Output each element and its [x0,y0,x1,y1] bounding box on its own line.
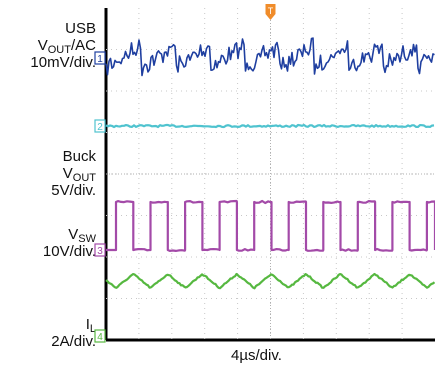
trace-ch4 [105,272,435,290]
channel-markers: 1 2 3 4 T [94,4,276,343]
vsw-label: VSW 10V/div. [43,226,96,260]
channel-marker-3: 3 [94,243,106,257]
trigger-marker-label: T [268,6,274,16]
trace-ch3 [106,199,435,252]
channel-marker-label: 3 [97,246,103,257]
vsw-label-line1: VSW [68,226,96,245]
trace-ch1 [105,37,435,77]
buck-vout-label: Buck VOUT 5V/div. [51,148,96,199]
trigger-marker: T [265,4,276,20]
usb-vout-label: USB VOUT/AC 10mV/div. [30,20,96,71]
channel-marker-1: 1 [94,51,106,65]
scope-grid [104,8,435,342]
channel-marker-label: 2 [97,122,103,133]
channel-marker-2: 2 [94,119,106,133]
il-label: IL 2A/div. [51,316,96,350]
trace-ch2 [105,123,435,129]
usb-label-line2: VOUT/AC [37,37,96,56]
usb-label-line1: USB [65,20,96,37]
vsw-scale-label: 10V/div. [42,243,96,260]
scope-traces [105,37,435,290]
buck-scale-label: 5V/div. [51,182,96,199]
il-label-line1: IL [85,316,96,335]
il-scale-label: 2A/div. [51,333,96,350]
buck-label-line1: Buck [62,148,96,165]
channel-labels: USB VOUT/AC 10mV/div. Buck VOUT 5V/div. … [0,0,100,371]
channel-marker-label: 4 [97,332,103,343]
buck-label-line2: VOUT [62,165,96,184]
channel-marker-4: 4 [94,329,106,343]
timebase-label: 4µs/div. [231,347,282,364]
usb-scale-label: 10mV/div. [30,54,96,71]
channel-marker-label: 1 [97,54,103,65]
